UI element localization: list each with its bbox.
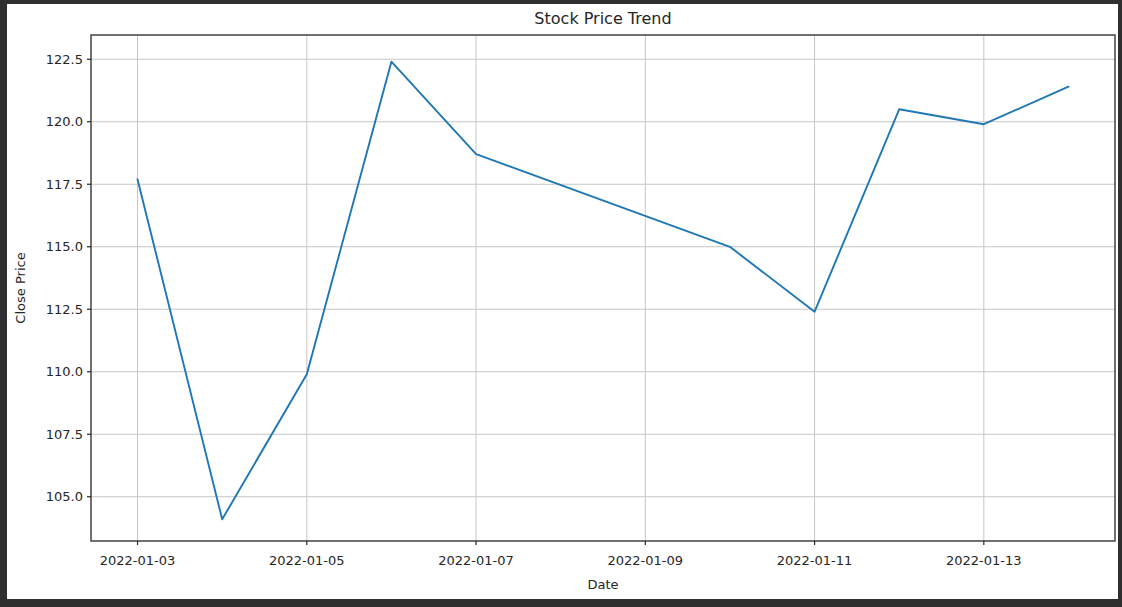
y-tick-label: 107.5: [46, 427, 83, 442]
y-tick-label: 122.5: [46, 52, 83, 67]
screenshot-root: 2022-01-03 2022-01-05 2022-01-07 2022-01-09…: [0, 0, 1122, 607]
x-tick-label: 2022-01-13: [946, 553, 1022, 568]
chart-title: Stock Price Trend: [534, 9, 671, 28]
x-axis-label: Date: [587, 577, 618, 592]
y-axis-label: Close Price: [13, 252, 28, 323]
y-tick-label: 115.0: [46, 239, 83, 254]
y-tick-label: 120.0: [46, 114, 83, 129]
stock-price-chart: 2022-01-03 2022-01-05 2022-01-07 2022-01-09…: [0, 0, 1122, 607]
y-tick-label: 112.5: [46, 302, 83, 317]
y-tick-label: 110.0: [46, 364, 83, 379]
figure-background: [7, 4, 1118, 599]
x-tick-label: 2022-01-05: [269, 553, 345, 568]
x-tick-label: 2022-01-07: [438, 553, 514, 568]
y-tick-label: 105.0: [46, 489, 83, 504]
y-tick-label: 117.5: [46, 177, 83, 192]
x-tick-label: 2022-01-11: [777, 553, 853, 568]
x-tick-label: 2022-01-09: [608, 553, 684, 568]
x-tick-label: 2022-01-03: [100, 553, 176, 568]
